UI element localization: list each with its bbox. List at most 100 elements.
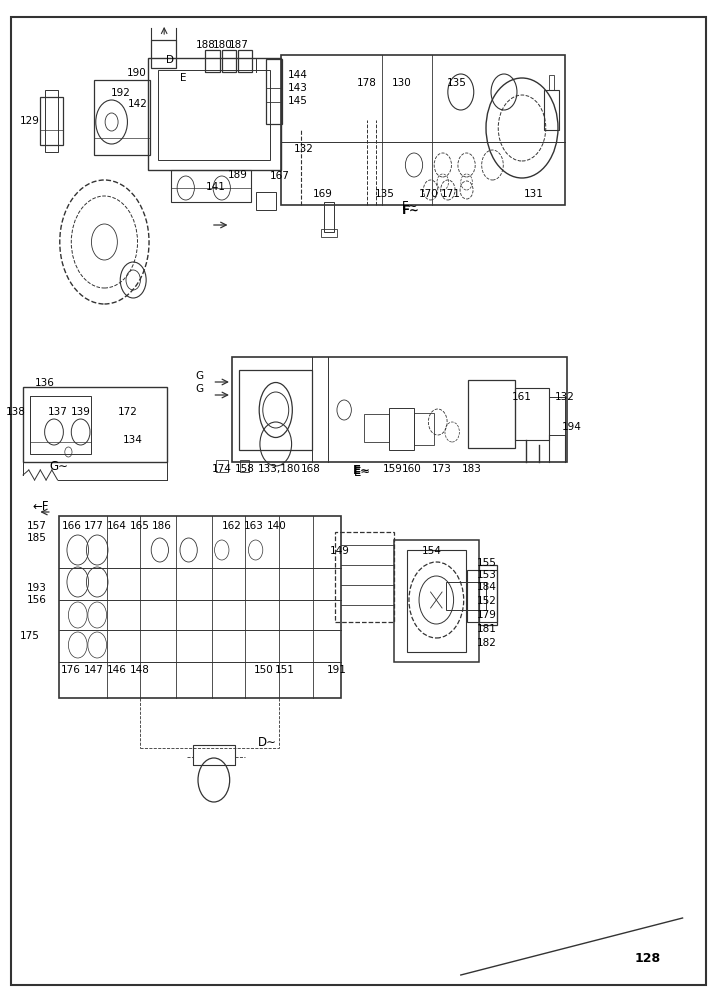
Bar bbox=[205, 50, 220, 72]
Text: G: G bbox=[195, 371, 203, 381]
Text: 144: 144 bbox=[288, 70, 308, 80]
Bar bbox=[239, 370, 312, 450]
Text: 156: 156 bbox=[27, 595, 47, 605]
Text: G∼: G∼ bbox=[50, 460, 68, 473]
Text: F∼: F∼ bbox=[402, 200, 418, 214]
Text: 146: 146 bbox=[107, 665, 127, 675]
Text: F∼: F∼ bbox=[402, 204, 419, 217]
Bar bbox=[40, 97, 63, 145]
Text: 194: 194 bbox=[562, 422, 582, 432]
Text: E: E bbox=[180, 73, 186, 83]
Bar bbox=[549, 75, 554, 90]
Text: 149: 149 bbox=[330, 546, 350, 556]
Text: 136: 136 bbox=[35, 378, 55, 388]
Bar bbox=[321, 229, 337, 237]
Bar bbox=[324, 202, 334, 232]
Bar bbox=[394, 540, 479, 662]
Text: 142: 142 bbox=[128, 99, 148, 109]
Text: 138: 138 bbox=[6, 407, 26, 417]
Bar bbox=[335, 532, 394, 622]
Text: 180: 180 bbox=[212, 40, 233, 50]
Bar bbox=[148, 58, 281, 170]
Text: D∼: D∼ bbox=[258, 736, 277, 748]
Bar bbox=[30, 396, 91, 454]
Text: 168: 168 bbox=[301, 464, 321, 474]
Bar bbox=[446, 582, 486, 610]
Text: 182: 182 bbox=[477, 638, 497, 648]
Text: 132: 132 bbox=[294, 144, 314, 154]
Text: 186: 186 bbox=[152, 521, 172, 531]
Bar bbox=[549, 397, 565, 435]
Bar bbox=[544, 90, 559, 130]
Text: 175: 175 bbox=[19, 631, 40, 641]
Text: D: D bbox=[166, 55, 174, 65]
Bar bbox=[238, 50, 252, 72]
Text: 170: 170 bbox=[419, 189, 439, 199]
Bar bbox=[222, 50, 236, 72]
Text: 147: 147 bbox=[84, 665, 104, 675]
Text: 137: 137 bbox=[48, 407, 68, 417]
Bar bbox=[479, 565, 497, 625]
Text: 158: 158 bbox=[235, 464, 255, 474]
Text: 131: 131 bbox=[524, 189, 544, 199]
Text: 169: 169 bbox=[312, 189, 333, 199]
Text: 155: 155 bbox=[477, 558, 497, 568]
Bar bbox=[171, 170, 251, 202]
Text: G: G bbox=[195, 384, 203, 394]
Text: 164: 164 bbox=[107, 521, 127, 531]
Text: 193: 193 bbox=[27, 583, 47, 593]
Bar bbox=[389, 408, 414, 450]
Bar bbox=[515, 388, 549, 440]
Bar bbox=[414, 413, 434, 445]
Bar bbox=[240, 460, 249, 472]
Text: ←F: ←F bbox=[32, 499, 48, 512]
Text: 173: 173 bbox=[432, 464, 452, 474]
Text: 184: 184 bbox=[477, 582, 497, 592]
Text: 145: 145 bbox=[288, 96, 308, 106]
Text: 154: 154 bbox=[422, 546, 442, 556]
Bar bbox=[364, 414, 389, 442]
Text: 157: 157 bbox=[27, 521, 47, 531]
Bar bbox=[407, 550, 466, 652]
Text: 160: 160 bbox=[402, 464, 422, 474]
Text: 167: 167 bbox=[269, 171, 289, 181]
Text: 190: 190 bbox=[127, 68, 147, 78]
Text: 151: 151 bbox=[275, 665, 295, 675]
Text: 130: 130 bbox=[392, 78, 412, 88]
Text: 171: 171 bbox=[441, 189, 461, 199]
Text: 134: 134 bbox=[123, 435, 143, 445]
Text: 177: 177 bbox=[84, 521, 104, 531]
Text: 187: 187 bbox=[229, 40, 249, 50]
Bar bbox=[232, 357, 567, 462]
Text: 152: 152 bbox=[477, 596, 497, 606]
Bar bbox=[266, 59, 282, 124]
Text: 165: 165 bbox=[130, 521, 150, 531]
Text: 174: 174 bbox=[212, 464, 232, 474]
Bar bbox=[256, 192, 276, 210]
Text: 148: 148 bbox=[130, 665, 150, 675]
Bar bbox=[281, 55, 565, 205]
Text: E∼: E∼ bbox=[354, 466, 371, 479]
Bar bbox=[468, 380, 515, 448]
Text: 150: 150 bbox=[253, 665, 274, 675]
Text: 129: 129 bbox=[19, 116, 40, 126]
Text: 191: 191 bbox=[327, 665, 347, 675]
Bar bbox=[158, 70, 270, 160]
Bar bbox=[45, 90, 58, 152]
Text: 188: 188 bbox=[196, 40, 216, 50]
Bar bbox=[151, 40, 176, 68]
Text: 140: 140 bbox=[266, 521, 287, 531]
Text: E∼: E∼ bbox=[354, 464, 371, 477]
Text: 166: 166 bbox=[62, 521, 82, 531]
Bar bbox=[23, 387, 167, 462]
Text: 172: 172 bbox=[118, 407, 138, 417]
Bar bbox=[216, 460, 228, 472]
Bar bbox=[193, 745, 235, 765]
Text: 128: 128 bbox=[635, 952, 661, 964]
Text: 189: 189 bbox=[228, 170, 248, 180]
Text: 135: 135 bbox=[375, 189, 395, 199]
Bar bbox=[467, 570, 497, 622]
Text: 183: 183 bbox=[462, 464, 482, 474]
Text: 162: 162 bbox=[222, 521, 242, 531]
Text: 179: 179 bbox=[477, 610, 497, 620]
